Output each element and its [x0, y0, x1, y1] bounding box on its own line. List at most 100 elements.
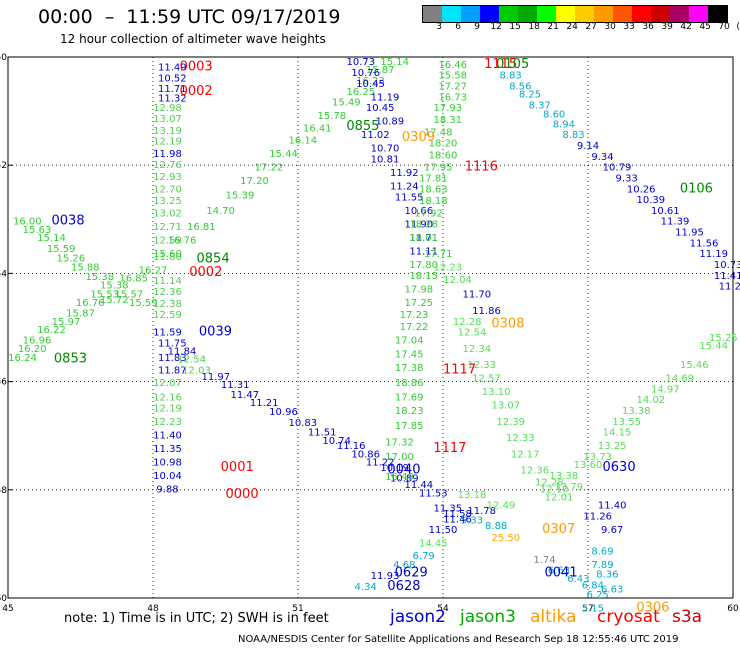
wave-height-label: 10.45 — [366, 103, 395, 114]
wave-height-label: 12.03 — [182, 365, 211, 376]
wave-height-label: 11.78 — [467, 506, 496, 517]
wave-height-label: 11.97 — [202, 372, 231, 383]
wave-height-label: 15.38 — [100, 281, 129, 292]
wave-height-label: 10.26 — [627, 184, 656, 195]
wave-height-label: 11.40 — [598, 501, 627, 512]
wave-height-label: 5.15 — [582, 604, 604, 615]
wave-height-label: 10.39 — [637, 195, 666, 206]
wave-height-label: 11.55 — [395, 192, 424, 203]
wave-height-label: 10.74 — [322, 436, 351, 447]
wave-height-label: 6.43 — [567, 574, 589, 585]
pass-time-label: 0308 — [491, 317, 524, 332]
wave-height-label: 17.22 — [400, 322, 429, 333]
wave-height-label: 12.57 — [472, 374, 501, 385]
wave-height-label: 13.38 — [550, 471, 579, 482]
wave-height-label: 11.35 — [153, 444, 182, 455]
wave-height-label: 6.63 — [601, 585, 623, 596]
wave-height-label: 16.96 — [23, 336, 52, 347]
x-tick-label: 45 — [2, 604, 13, 614]
wave-height-label: 13.19 — [153, 126, 182, 137]
color-swatch — [442, 6, 461, 22]
pass-time-label: 1115 — [484, 57, 517, 72]
wave-height-label: 11.51 — [308, 428, 337, 439]
wave-height-label: 11.71 — [158, 84, 187, 95]
wave-height-label: 15.38 — [86, 272, 115, 283]
wave-height-label: 8.83 — [500, 71, 522, 82]
wave-height-label: 10.86 — [351, 449, 380, 460]
color-scale-label: 70 — [718, 22, 730, 32]
x-tick-label: 51 — [292, 604, 303, 614]
wave-height-label: 6.63 — [548, 566, 570, 577]
wave-height-label: 13.10 — [482, 387, 511, 398]
wave-height-label: 10.04 — [153, 471, 182, 482]
pass-time-label: 0105 — [496, 57, 529, 72]
wave-height-label: 11.58 — [443, 509, 472, 520]
wave-height-label: 6.79 — [413, 551, 435, 562]
wave-height-label: 15.14 — [37, 233, 66, 244]
y-tick-label: -60 — [0, 594, 7, 604]
wave-height-label: 14.69 — [666, 374, 695, 385]
wave-height-label: 18.31 — [434, 115, 463, 126]
y-tick-label: -56 — [0, 378, 7, 388]
wave-height-label: 11.19 — [371, 92, 400, 103]
wave-height-label: 10.45 — [356, 79, 385, 90]
color-scale-label: 24 — [566, 22, 578, 32]
wave-height-label: 12.33 — [467, 360, 496, 371]
wave-height-label: 18.86 — [395, 378, 424, 389]
wave-height-label: 13.25 — [153, 196, 182, 207]
wave-height-label: 16.41 — [303, 124, 332, 135]
wave-height-label: 11.22 — [719, 282, 740, 293]
wave-height-label: 12.98 — [153, 103, 182, 114]
wave-height-label: 11.59 — [153, 328, 182, 339]
color-scale-label: 3 — [436, 22, 442, 32]
wave-height-label: 15.14 — [380, 57, 409, 68]
plot-frame — [7, 56, 734, 599]
legend-altika: altika — [530, 607, 577, 627]
color-swatch — [689, 6, 708, 22]
color-swatch — [556, 6, 575, 22]
wave-height-label: 16.76 — [168, 236, 197, 247]
legend-cryosat: cryosat — [597, 607, 660, 627]
wave-height-label: 10.73 — [347, 57, 376, 68]
wave-height-label: 11.47 — [231, 390, 260, 401]
wave-height-label: 17.95 — [424, 163, 453, 174]
wave-height-label: 12.38 — [153, 299, 182, 310]
pass-time-label: 0855 — [346, 119, 379, 134]
wave-height-label: 10.81 — [371, 154, 400, 165]
wave-height-label: 11.83 — [158, 353, 187, 364]
pass-time-label: 0309 — [402, 130, 435, 145]
wave-height-label: 10.89 — [390, 474, 419, 485]
color-swatch — [423, 6, 442, 22]
wave-height-label: 15.49 — [332, 98, 361, 109]
color-scale-label: 12 — [490, 22, 502, 32]
wave-height-label: 12.28 — [453, 317, 482, 328]
wave-height-label: 10.89 — [376, 117, 405, 128]
color-scale-label: 27 — [585, 22, 597, 32]
wave-height-label: 12.71 — [153, 222, 182, 233]
wave-height-label: 11.53 — [419, 488, 448, 499]
wave-height-label: 17.69 — [395, 393, 424, 404]
color-swatch — [632, 6, 651, 22]
wave-height-label: 9.88 — [156, 485, 178, 496]
wave-height-label: 16.27 — [139, 265, 168, 276]
pass-time-label: 0003 — [180, 60, 213, 75]
wave-height-label: 8.25 — [519, 90, 541, 101]
wave-height-label: 11.41 — [714, 271, 740, 282]
wave-height-label: 11.40 — [153, 430, 182, 441]
wave-height-label: 13.07 — [153, 114, 182, 125]
wave-height-label: 15.53 — [90, 290, 119, 301]
pass-time-label: 0039 — [199, 325, 232, 340]
wave-height-label: 8.37 — [529, 100, 551, 111]
wave-height-label: 15.87 — [66, 309, 95, 320]
y-tick-label: -58 — [0, 486, 7, 496]
wave-height-label: 5.33 — [461, 515, 483, 526]
wave-height-label: 6.84 — [582, 580, 604, 591]
wave-height-label: 15.59 — [47, 244, 76, 255]
wave-height-label: 10.96 — [269, 407, 298, 418]
x-tick-label: 57 — [582, 604, 593, 614]
pass-time-label: 0002 — [189, 265, 222, 280]
color-swatch — [537, 6, 556, 22]
wave-height-label: 17.93 — [434, 103, 463, 114]
wave-height-label: 11.80 — [153, 252, 182, 263]
